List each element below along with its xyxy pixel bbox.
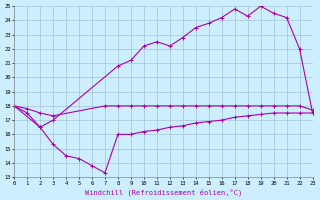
X-axis label: Windchill (Refroidissement éolien,°C): Windchill (Refroidissement éolien,°C) <box>85 188 242 196</box>
